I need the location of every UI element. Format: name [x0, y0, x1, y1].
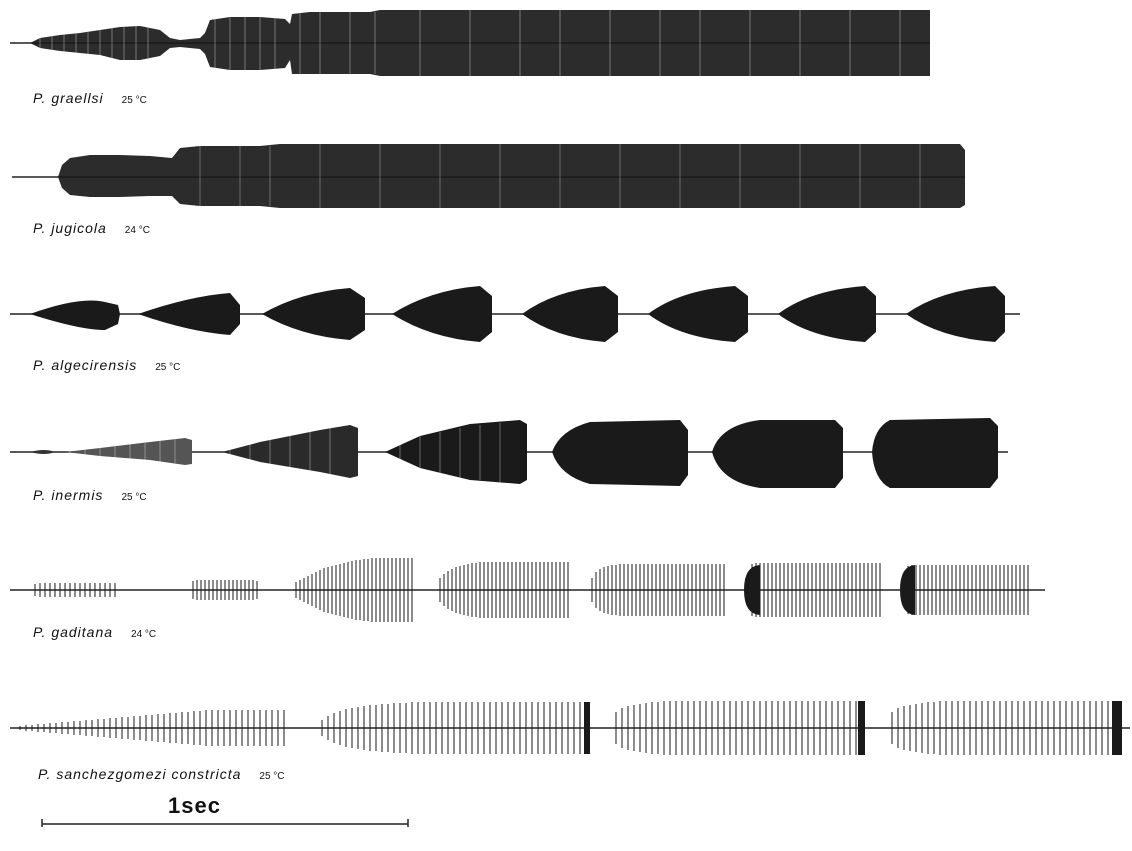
chirp-4	[439, 562, 569, 618]
scale-bar	[41, 819, 409, 827]
chirp-1	[34, 583, 116, 597]
sound-envelope	[58, 144, 965, 208]
oscillogram-sanchezgomezi	[10, 701, 1130, 755]
species-name: P. graellsi	[33, 90, 104, 106]
chirp-1	[30, 300, 120, 330]
sound-texture	[69, 423, 501, 482]
chirp-2-end	[584, 702, 590, 754]
temperature: 24 °C	[124, 225, 150, 236]
chirp-2	[321, 702, 581, 754]
chirp-6	[648, 286, 748, 342]
species-label-inermis: P. inermis 25 °C	[33, 487, 147, 503]
sound-envelope	[30, 10, 930, 76]
chirp-4	[385, 420, 527, 484]
chirp-5	[591, 564, 725, 616]
species-label-gaditana: P. gaditana 24 °C	[33, 624, 156, 640]
chirp-5	[552, 420, 688, 486]
temperature: 25 °C	[121, 492, 147, 503]
species-label-sanchezgomezi: P. sanchezgomezi constricta 25 °C	[38, 766, 285, 782]
chirp-7-onset	[900, 565, 915, 615]
chirp-1	[19, 710, 285, 746]
chirp-5	[522, 286, 618, 342]
chirp-6-onset	[744, 565, 760, 615]
temperature: 25 °C	[259, 771, 285, 782]
chirp-2	[65, 438, 192, 465]
scale-bar-label: 1sec	[168, 793, 221, 818]
oscillogram-graellsi	[10, 10, 930, 76]
chirp-3	[615, 701, 857, 755]
chirp-6	[712, 420, 843, 488]
species-name: P. inermis	[33, 487, 104, 503]
species-label-graellsi: P. graellsi 25 °C	[33, 90, 147, 106]
species-name: P. gaditana	[33, 624, 114, 640]
chirp-8	[906, 286, 1005, 342]
chirp-7	[872, 418, 998, 488]
chirp-2	[192, 580, 258, 600]
chirp-1	[30, 450, 55, 454]
chirp-3	[295, 558, 413, 622]
chirp-3	[222, 425, 358, 478]
chirp-4-end	[1112, 701, 1122, 755]
oscillogram-jugicola	[12, 144, 965, 208]
temperature: 25 °C	[121, 95, 147, 106]
temperature: 25 °C	[155, 362, 181, 373]
species-label-algecirensis: P. algecirensis 25 °C	[33, 357, 180, 373]
species-label-jugicola: P. jugicola 24 °C	[33, 220, 150, 236]
species-name: P. sanchezgomezi constricta	[38, 766, 242, 782]
chirp-4	[891, 701, 1109, 755]
species-name: P. algecirensis	[33, 357, 138, 373]
chirp-3-end	[858, 701, 865, 755]
chirp-4	[392, 286, 492, 342]
oscillogram-inermis	[10, 418, 1008, 488]
oscillogram-algecirensis	[10, 286, 1020, 342]
temperature: 24 °C	[131, 629, 157, 640]
species-name: P. jugicola	[33, 220, 107, 236]
oscillogram-gaditana	[10, 558, 1045, 622]
sound-texture	[39, 10, 901, 76]
sound-texture	[199, 144, 921, 208]
chirp-3	[262, 288, 365, 340]
chirp-7	[778, 286, 876, 342]
chirp-2	[138, 293, 240, 335]
